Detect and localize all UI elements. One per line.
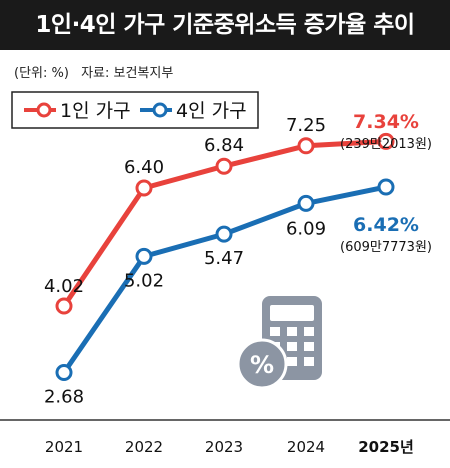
legend: 1인 가구 4인 가구 [11, 91, 259, 129]
data-label-1-1: 5.02 [124, 270, 164, 291]
data-label-1-2: 5.47 [204, 248, 244, 269]
data-label-0-4: 7.34% [353, 111, 419, 133]
data-point-1-2 [215, 225, 233, 243]
unit-label: (단위: %) [14, 66, 69, 81]
data-point-1-3 [297, 194, 315, 212]
data-label-0-0: 4.02 [44, 276, 84, 297]
chart-meta: (단위: %) 자료: 보건복지부 [14, 62, 181, 81]
data-point-0-1 [135, 179, 153, 197]
title-bar: 1인·4인 가구 기준중위소득 증가율 추이 [0, 0, 450, 50]
x-tick-label-3: 2024 [287, 438, 325, 456]
x-tick-label-2: 2023 [205, 438, 243, 456]
calculator-icon: % [236, 296, 322, 390]
data-label-0-3: 7.25 [286, 115, 326, 136]
data-point-1-0 [55, 364, 73, 381]
data-label-0-2: 6.84 [204, 135, 244, 156]
x-tick-label-1: 2022 [125, 438, 163, 456]
data-label-1-3: 6.09 [286, 218, 326, 239]
x-tick-label-4: 2025년 [358, 438, 414, 456]
legend-marker-1person [36, 102, 52, 118]
data-point-0-4 [377, 132, 395, 150]
data-label-0-1: 6.40 [124, 157, 164, 178]
legend-marker-4person [152, 102, 168, 118]
data-point-0-0 [55, 297, 73, 315]
legend-label-4person: 4인 가구 [176, 100, 247, 122]
x-tick-label-0: 2021 [45, 438, 83, 456]
legend-label-1person: 1인 가구 [60, 100, 131, 122]
data-point-0-3 [297, 137, 315, 155]
source-label: 자료: 보건복지부 [81, 66, 174, 81]
value-note-1: (609만7773원) [340, 240, 432, 255]
data-label-1-4: 6.42% [353, 214, 419, 236]
data-point-1-1 [135, 247, 153, 265]
percent-badge [236, 338, 288, 390]
data-point-0-2 [215, 157, 233, 175]
percent-glyph: % [250, 351, 274, 379]
series-line-1 [61, 184, 387, 374]
data-point-1-4 [377, 178, 395, 196]
chart-title: 1인·4인 가구 기준중위소득 증가율 추이 [35, 12, 415, 38]
value-note-0: (239만2013원) [340, 137, 432, 152]
data-label-1-0: 2.68 [44, 387, 84, 408]
